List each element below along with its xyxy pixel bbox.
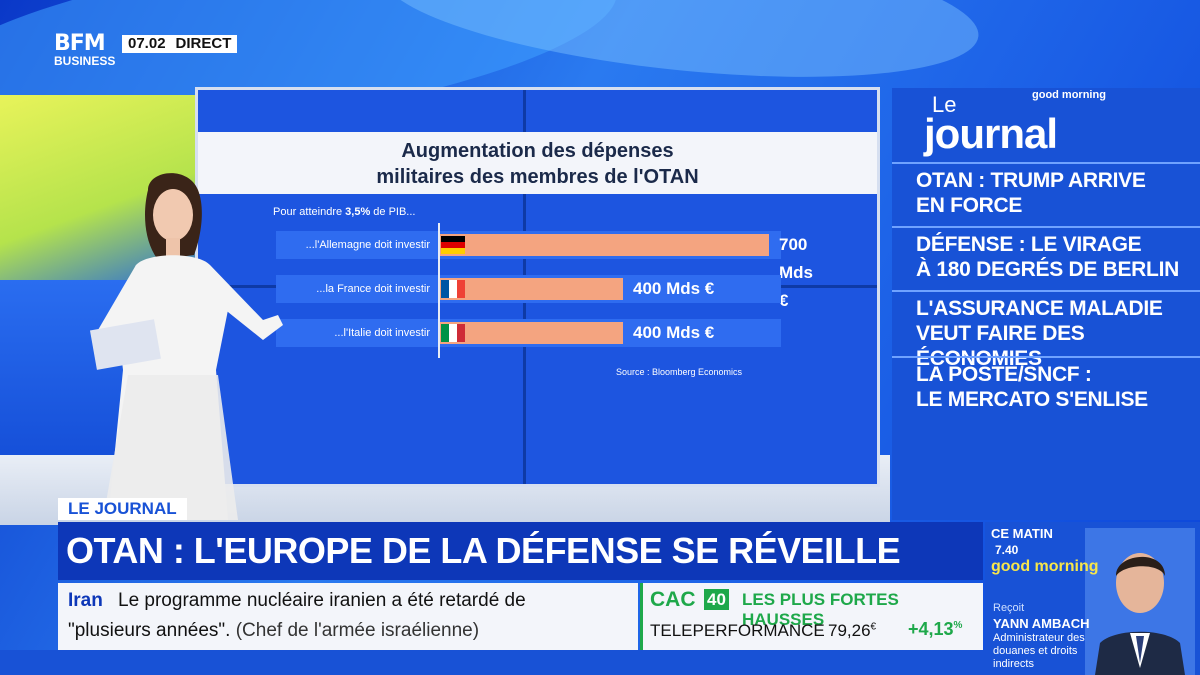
flag-icon <box>441 236 465 254</box>
stock-name: TELEPERFORMANCE <box>650 621 825 640</box>
story-line2: VEUT FAIRE DES ÉCONOMIES <box>916 322 1085 370</box>
chart-source: Source : Bloomberg Economics <box>616 367 743 377</box>
ticker-line1: Le programme nucléaire iranien a été ret… <box>118 590 526 611</box>
flag-icon <box>441 280 465 298</box>
story-line2: À 180 DEGRÉS DE BERLIN <box>916 258 1179 281</box>
stock-price: 79,26€ <box>828 621 876 641</box>
journal-story: DÉFENSE : LE VIRAGE À 180 DEGRÉS DE BERLI… <box>892 226 1200 282</box>
journal-header: Le journal good morning <box>892 88 1200 160</box>
guest-name: YANN AMBACH <box>993 616 1090 631</box>
presenter <box>89 173 283 520</box>
stock-change: +4,13% <box>908 619 962 640</box>
price-value: 79,26 <box>828 621 871 640</box>
bottom-strip <box>0 650 985 675</box>
channel-logo: BFM BUSINESS <box>54 31 116 69</box>
story-line1: OTAN : TRUMP ARRIVE <box>916 169 1146 192</box>
bar-row: ...la France doit investir 400 Mds € <box>276 275 781 303</box>
news-ticker: Iran Le programme nucléaire iranien a ét… <box>58 583 638 650</box>
ticker-line2: "plusieurs années". (Chef de l'armée isr… <box>68 620 479 642</box>
bar-value-label: 400 Mds € <box>633 279 715 298</box>
guest-role: Administrateur des douanes et droits ind… <box>993 632 1085 670</box>
promo-box: CE MATIN 7.40 good morning Reçoit YANN A… <box>985 522 1200 675</box>
bar-row: ...l'Allemagne doit investir 700 Mds € <box>276 231 813 310</box>
story-line2: LE MERCATO S'ENLISE <box>916 388 1148 411</box>
price-unit: € <box>870 621 877 633</box>
market-ticker: CAC 40 LES PLUS FORTES HAUSSES TELEPERFO… <box>640 583 983 650</box>
change-value: +4,13 <box>908 619 954 639</box>
journal-story: LA POSTE/SNCF : LE MERCATO S'ENLISE <box>892 356 1200 412</box>
promo-brand-logo: good morning <box>991 558 1099 575</box>
journal-story: L'ASSURANCE MALADIE VEUT FAIRE DES ÉCONOM… <box>892 290 1200 371</box>
story-line2: EN FORCE <box>916 194 1023 217</box>
logo-top: BFM <box>54 31 106 56</box>
journal-panel <box>892 88 1200 520</box>
headline: OTAN : L'EUROPE DE LA DÉFENSE SE RÉVEILL… <box>66 530 901 571</box>
promo-time: 7.40 <box>995 543 1019 557</box>
subtitle-prefix: Pour atteindre <box>273 206 346 218</box>
change-unit: % <box>953 620 963 631</box>
journal-title: journal <box>924 110 1058 157</box>
bar-category-label: ...l'Italie doit investir <box>334 327 430 339</box>
chart-title: Augmentation des dépenses militaires des… <box>198 132 877 194</box>
live-label: DIRECT <box>175 35 232 52</box>
bar-category-label: ...l'Allemagne doit investir <box>305 239 430 251</box>
chart-subtitle: Pour atteindre 3,5% de PIB... <box>273 206 415 218</box>
subtitle-bold: 3,5% <box>345 206 371 218</box>
flag-icon <box>441 324 465 342</box>
ticker-topic: Iran <box>68 590 103 611</box>
promo-label: CE MATIN <box>991 526 1053 541</box>
ticker-attribution: (Chef de l'armée israélienne) <box>235 620 480 641</box>
bar-category-label: ...la France doit investir <box>316 283 430 295</box>
journal-le: Le <box>932 92 957 117</box>
journal-story: OTAN : TRUMP ARRIVE EN FORCE <box>892 162 1200 218</box>
market-index: CAC <box>650 588 696 611</box>
guest-photo <box>1085 528 1195 675</box>
story-line1: L'ASSURANCE MALADIE <box>916 297 1163 320</box>
bar <box>439 322 623 344</box>
bar-row: ...l'Italie doit investir 400 Mds € <box>276 319 781 347</box>
market-index-num: 40 <box>704 589 729 610</box>
clock-time: 07.02 <box>128 35 166 52</box>
headline-bar: OTAN : L'EUROPE DE LA DÉFENSE SE RÉVEILL… <box>58 522 983 580</box>
chart-title-line2: militaires des membres de l'OTAN <box>376 166 699 188</box>
section-tag: LE JOURNAL <box>58 498 187 520</box>
studio-screen: Augmentation des dépenses militaires des… <box>195 87 880 487</box>
market-header: LES PLUS FORTES HAUSSES <box>742 590 899 629</box>
subtitle-suffix: de PIB... <box>370 206 416 218</box>
story-line1: DÉFENSE : LE VIRAGE <box>916 233 1142 256</box>
chart-axis <box>438 223 440 358</box>
bar-value-label: 700 Mds € <box>779 235 813 310</box>
story-line1: LA POSTE/SNCF : <box>916 363 1092 386</box>
bar <box>439 278 623 300</box>
bar-value-label: 400 Mds € <box>633 323 715 342</box>
promo-receives: Reçoit <box>993 602 1025 614</box>
journal-brand-logo: good morning <box>1032 89 1106 101</box>
logo-bottom: BUSINESS <box>54 54 116 68</box>
clock-badge: 07.02 DIRECT <box>122 35 238 53</box>
bar <box>439 234 769 256</box>
ticker-quote: "plusieurs années". <box>68 620 231 641</box>
chart-title-line1: Augmentation des dépenses <box>401 140 674 162</box>
